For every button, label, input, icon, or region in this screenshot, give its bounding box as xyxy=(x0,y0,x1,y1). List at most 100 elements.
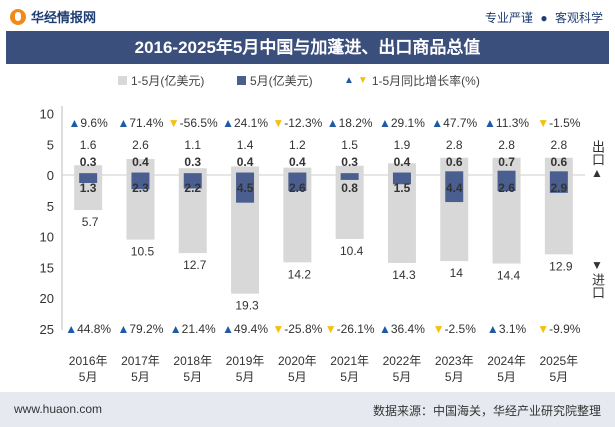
export-growth-value: 29.1% xyxy=(391,116,425,130)
import-monthly-bar xyxy=(236,175,255,203)
import-monthly-label: 1.3 xyxy=(80,181,97,195)
import-growth-value: -9.9% xyxy=(549,322,581,336)
export-cumulative-bar xyxy=(178,168,207,175)
export-monthly-label: 0.6 xyxy=(446,155,463,169)
legend-label-cumulative: 1-5月(亿美元) xyxy=(131,74,205,88)
import-monthly-bar xyxy=(183,175,202,189)
import-cumulative-label: 5.7 xyxy=(82,215,99,229)
import-monthly-label: 2.2 xyxy=(184,181,201,195)
legend-item-monthly: 5月(亿美元) xyxy=(237,72,313,89)
up-arrow-icon: ▲ xyxy=(487,322,499,336)
import-growth-label: ▲49.4% xyxy=(222,322,268,336)
import-monthly-label: 4.4 xyxy=(446,181,463,195)
export-side-arrow-icon: ▲ xyxy=(591,166,603,180)
import-monthly-bar xyxy=(131,175,150,190)
import-monthly-label: 2.3 xyxy=(132,181,149,195)
legend-item-cumulative: 1-5月(亿美元) xyxy=(118,72,204,89)
import-growth-label: ▼-9.9% xyxy=(537,322,581,336)
export-monthly-bar xyxy=(549,171,568,175)
import-cumulative-label: 12.7 xyxy=(183,258,207,272)
legend-swatch-monthly xyxy=(237,76,246,85)
import-cumulative-label: 14 xyxy=(450,266,464,280)
up-arrow-icon: ▲ xyxy=(484,116,496,130)
x-tick-label-month: 5月 xyxy=(497,370,516,384)
import-growth-label: ▲3.1% xyxy=(487,322,527,336)
chart-title: 2016-2025年5月中国与加蓬进、出口商品总值 xyxy=(6,31,609,64)
export-monthly-bar xyxy=(497,170,516,175)
up-arrow-icon: ▲ xyxy=(170,322,182,336)
up-arrow-icon: ▲ xyxy=(117,322,129,336)
export-growth-label: ▼-56.5% xyxy=(168,116,218,130)
legend-swatch-cumulative xyxy=(118,76,127,85)
export-monthly-bar xyxy=(183,173,202,175)
slogan-right: 客观科学 xyxy=(554,11,603,25)
export-cumulative-label: 1.1 xyxy=(184,138,201,152)
export-monthly-bar xyxy=(131,172,150,175)
up-arrow-icon: ▲ xyxy=(222,116,234,130)
export-cumulative-bar xyxy=(387,163,416,175)
x-tick-label-month: 5月 xyxy=(445,370,464,384)
x-tick-label-month: 5月 xyxy=(79,370,98,384)
export-growth-label: ▲47.7% xyxy=(431,116,477,130)
y-tick-label: 15 xyxy=(40,260,54,275)
export-cumulative-bar xyxy=(231,166,260,175)
x-tick-label-year: 2017年 xyxy=(121,354,160,368)
up-arrow-icon: ▲ xyxy=(65,322,77,336)
export-growth-value: 18.2% xyxy=(339,116,373,130)
import-monthly-bar xyxy=(445,175,464,203)
export-growth-value: 71.4% xyxy=(129,116,163,130)
import-monthly-bar xyxy=(340,175,359,180)
import-side-arrow-icon: ▼ xyxy=(591,258,603,272)
up-arrow-icon: ▲ xyxy=(379,322,391,336)
import-growth-label: ▲44.8% xyxy=(65,322,111,336)
export-growth-value: 9.6% xyxy=(80,116,108,130)
y-tick-label: 20 xyxy=(40,291,54,306)
import-monthly-bar xyxy=(392,175,411,185)
x-tick-label-month: 5月 xyxy=(393,370,412,384)
import-cumulative-label: 14.2 xyxy=(288,267,312,281)
up-arrow-icon: ▲ xyxy=(117,116,129,130)
import-monthly-label: 4.5 xyxy=(237,181,254,195)
export-growth-value: -12.3% xyxy=(284,116,322,130)
y-tick-label: 0 xyxy=(47,168,54,183)
up-arrow-icon: ▲ xyxy=(69,116,81,130)
legend-label-growth: 1-5月同比增长率(%) xyxy=(371,74,480,88)
import-cumulative-label: 14.3 xyxy=(392,268,416,282)
export-growth-label: ▼-12.3% xyxy=(272,116,322,130)
legend-down-arrow-icon: ▼ xyxy=(357,75,368,86)
import-monthly-bar xyxy=(288,175,307,191)
footer-website: www.huaon.com xyxy=(14,402,103,416)
export-cumulative-bar xyxy=(440,157,469,175)
x-tick-label-year: 2025年 xyxy=(539,354,578,368)
import-growth-value: 79.2% xyxy=(129,322,163,336)
top-bar: 华经情报网 专业严谨 ● 客观科学 xyxy=(0,0,615,30)
import-cumulative-label: 10.5 xyxy=(131,245,155,259)
x-tick-label-year: 2018年 xyxy=(173,354,212,368)
x-tick-label-year: 2019年 xyxy=(226,354,265,368)
up-arrow-icon: ▲ xyxy=(222,322,234,336)
import-growth-value: -25.8% xyxy=(284,322,322,336)
export-monthly-label: 0.4 xyxy=(289,155,306,169)
import-growth-label: ▼-25.8% xyxy=(272,322,322,336)
import-monthly-label: 2.6 xyxy=(289,181,306,195)
export-cumulative-label: 2.6 xyxy=(132,138,149,152)
up-arrow-icon: ▲ xyxy=(327,116,339,130)
import-growth-label: ▲21.4% xyxy=(170,322,216,336)
export-monthly-label: 0.6 xyxy=(551,155,568,169)
import-growth-label: ▲36.4% xyxy=(379,322,425,336)
import-growth-value: 21.4% xyxy=(182,322,216,336)
export-cumulative-label: 2.8 xyxy=(446,138,463,152)
export-monthly-bar xyxy=(340,173,359,175)
down-arrow-icon: ▼ xyxy=(272,116,284,130)
export-cumulative-label: 2.8 xyxy=(498,138,515,152)
export-monthly-bar xyxy=(236,172,255,175)
down-arrow-icon: ▼ xyxy=(537,322,549,336)
export-cumulative-label: 1.2 xyxy=(289,138,306,152)
brand-icon xyxy=(10,8,26,25)
export-cumulative-label: 2.8 xyxy=(551,138,568,152)
footer-source: 数据来源：中国海关，华经产业研究院整理 xyxy=(372,404,601,418)
import-growth-label: ▼-2.5% xyxy=(433,322,477,336)
x-tick-label-month: 5月 xyxy=(236,370,255,384)
export-cumulative-bar xyxy=(126,159,155,175)
export-side-text: 出口 xyxy=(590,140,605,166)
